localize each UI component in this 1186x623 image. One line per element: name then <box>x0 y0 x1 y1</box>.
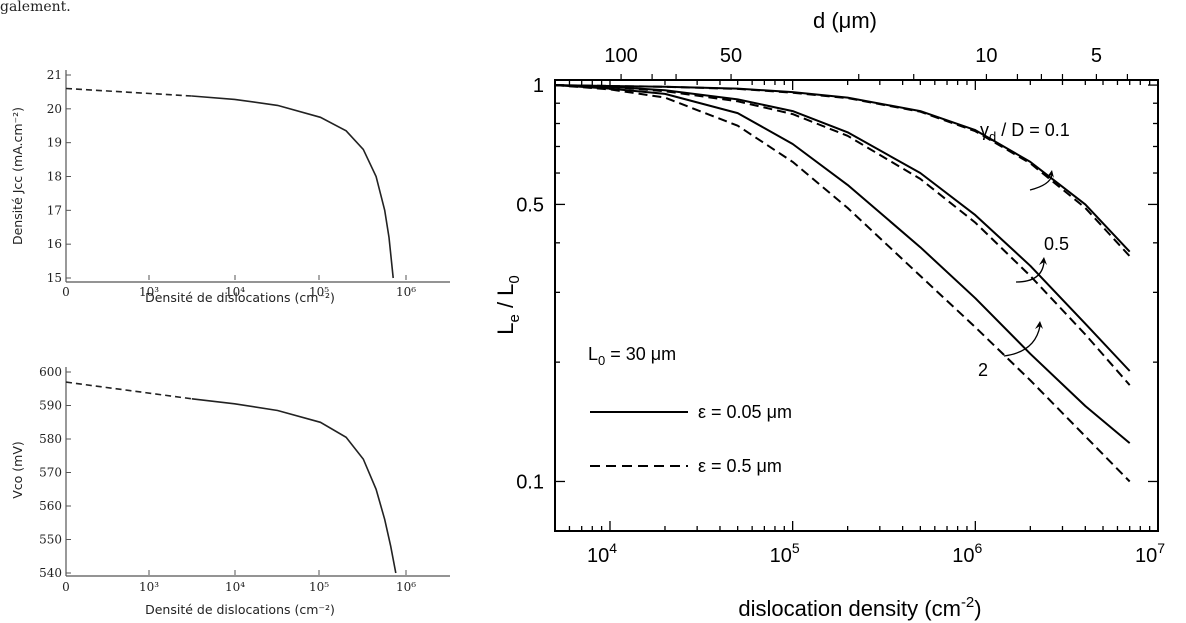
header-fragment: galement. <box>0 0 71 15</box>
jcc-x-tick-label: 10³ <box>139 285 159 299</box>
y-tick-label: 0.1 <box>516 471 544 493</box>
vco-curve-solid <box>191 398 397 574</box>
gamma-01-arrowhead <box>1047 170 1054 178</box>
x-tick-label: 105 <box>770 540 800 567</box>
top-tick-label: 5 <box>1091 45 1102 67</box>
y-tick-label: 0.5 <box>516 194 544 216</box>
jcc-y-label: Densité Jcc (mA.cm⁻²) <box>10 107 25 245</box>
vco-x-tick-label: 10⁵ <box>309 580 329 594</box>
jcc-chart: 21 20 19 18 17 16 15 0 10³ 10⁴ 10⁵ 10⁶ Densité de … <box>10 68 450 305</box>
legend-solid-label: ε = 0.05 μm <box>698 402 792 422</box>
jcc-y-tick-label: 20 <box>47 102 62 116</box>
gamma-2-arrow <box>1003 325 1041 357</box>
curve-gamma-0_5-dashed <box>554 84 1131 386</box>
jcc-x-tick-label: 10⁶ <box>396 285 416 299</box>
vco-y-label: Vco (mV) <box>10 441 25 499</box>
top-tick-label: 50 <box>720 45 742 67</box>
vco-y-tick-label: 560 <box>39 499 62 513</box>
vco-x-tick-label: 0 <box>62 580 70 594</box>
y-tick-label: 1 <box>533 75 544 97</box>
jcc-y-tick-label: 17 <box>47 203 62 217</box>
vco-curve-dashed <box>65 381 192 400</box>
top-tick-label: 10 <box>975 45 997 67</box>
gamma-2-annotation: 2 <box>978 360 988 380</box>
vco-y-tick-label: 600 <box>39 365 62 379</box>
l0-annotation: L0 = 30 μm <box>588 344 676 368</box>
jcc-x-label: Densité de dislocations (cm⁻²) <box>145 290 335 305</box>
gamma-annotation: γd / D = 0.1 <box>980 120 1070 144</box>
legend-dashed-label: ε = 0.5 μm <box>698 456 782 476</box>
gamma-01-arrow <box>1029 174 1053 191</box>
x-tick-label: 104 <box>587 540 617 567</box>
jcc-curve-dashed <box>65 87 192 97</box>
gamma-05-arrowhead <box>1039 257 1047 265</box>
jcc-y-tick-label: 21 <box>47 68 62 82</box>
curve-gamma-2-solid <box>554 84 1131 444</box>
x-tick-label: 107 <box>1135 540 1165 567</box>
jcc-y-tick-label: 18 <box>47 170 62 184</box>
legend: ε = 0.05 μm ε = 0.5 μm <box>590 402 792 476</box>
top-tick-label: 100 <box>604 45 637 67</box>
jcc-y-tick-label: 15 <box>47 271 62 285</box>
curve-gamma-0_1-dashed <box>554 84 1131 257</box>
curve-gamma-2-dashed <box>554 84 1131 483</box>
top-axis-label: d (μm) <box>813 8 877 33</box>
curve-gamma-0_1-solid <box>554 84 1131 253</box>
le-l0-chart: 104 105 106 107 10.50.1 100 50 10 5 d (μm) dis… <box>493 8 1165 621</box>
vco-y-tick-label: 540 <box>39 566 62 580</box>
jcc-x-tick-label: 10⁵ <box>309 285 329 299</box>
left-axis-label: Le / L0 <box>493 275 523 335</box>
vco-y-tick-label: 570 <box>39 466 62 480</box>
gamma-2-arrowhead <box>1035 321 1043 329</box>
jcc-y-tick-label: 16 <box>47 237 62 251</box>
vco-x-tick-label: 10⁴ <box>225 580 245 594</box>
vco-y-tick-label: 590 <box>39 399 62 413</box>
vco-x-tick-label: 10⁶ <box>396 580 416 594</box>
gamma-05-annotation: 0.5 <box>1044 234 1069 254</box>
vco-x-label: Densité de dislocations (cm⁻²) <box>145 602 335 617</box>
bottom-axis-label: dislocation density (cm-2) <box>738 594 981 621</box>
vco-y-tick-label: 580 <box>39 432 62 446</box>
vco-chart: 600 590 580 570 560 550 540 0 10³ 10⁴ 10⁵ 10⁶ Dens… <box>10 365 450 617</box>
x-tick-label: 106 <box>952 540 982 567</box>
gamma-05-arrow <box>1015 261 1045 283</box>
vco-y-tick-label: 550 <box>39 533 62 547</box>
le-l0-plot-frame <box>554 79 1159 532</box>
jcc-y-tick-label: 19 <box>47 136 62 150</box>
vco-x-tick-label: 10³ <box>139 580 159 594</box>
jcc-x-tick-label: 10⁴ <box>225 285 245 299</box>
jcc-curve-solid <box>191 95 394 279</box>
jcc-x-tick-label: 0 <box>62 285 70 299</box>
